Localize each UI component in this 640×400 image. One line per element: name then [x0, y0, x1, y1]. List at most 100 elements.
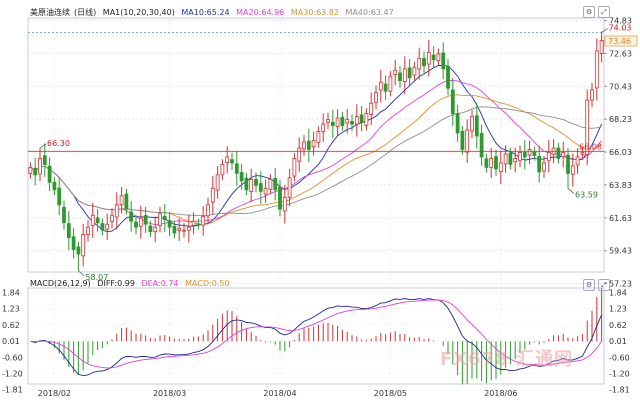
price-annotation: 66.30: [47, 139, 70, 148]
candle-body: [489, 158, 494, 168]
candle-body: [182, 229, 186, 232]
candle-body: [129, 211, 134, 222]
chart-zoom-icon[interactable]: ⤢: [598, 6, 610, 18]
date-label: 2018/04: [263, 389, 296, 398]
macd-legend: MACD(26,12,9) DIFF:0.99 DEA:0.74 MACD:0.…: [30, 279, 234, 289]
macd-tick-label-right: 0.01: [609, 337, 627, 346]
price-tick-label: 70.43: [609, 82, 632, 91]
legend-period: (日线): [74, 8, 97, 17]
candle-body: [206, 204, 210, 217]
candle-body: [57, 187, 62, 206]
legend-ma30: MA30:63.82: [290, 8, 339, 17]
candle-body: [431, 54, 436, 61]
candle-body: [28, 167, 33, 174]
candle-body: [465, 129, 470, 153]
price-tick-label: 61.63: [609, 214, 632, 223]
candle-body: [143, 215, 148, 225]
macd-tick-label-right: -1.20: [609, 369, 630, 378]
candle-body: [33, 167, 38, 176]
candle-body: [340, 116, 345, 126]
candle-body: [201, 216, 206, 226]
price-annotation: 74.03: [609, 23, 632, 32]
macd-frame: [27, 287, 605, 385]
candle-body: [76, 246, 81, 255]
candle-body: [215, 174, 220, 191]
candle-body: [378, 81, 383, 91]
candle-body: [100, 223, 105, 231]
candle-body: [167, 220, 172, 228]
candle-body: [191, 220, 196, 226]
price-annotation: 63.59: [575, 190, 598, 199]
macd-tick-label: -1.20: [2, 369, 23, 378]
macd-value: MACD:0.50: [185, 279, 230, 288]
candle-body: [374, 92, 378, 103]
candle-body: [580, 152, 585, 155]
candle-body: [273, 178, 278, 191]
candle-body: [460, 130, 465, 150]
legend-ma: MA1(10,20,30,40): [102, 8, 175, 17]
candle-body: [566, 154, 570, 174]
candle-body: [158, 213, 162, 226]
price-tick-label: 66.03: [609, 148, 632, 157]
price-legend: 美原油连续 (日线) MA1(10,20,30,40) MA10:65.24 MA…: [30, 8, 398, 18]
price-tick-label: 57.23: [609, 280, 632, 289]
candle-body: [590, 89, 594, 101]
macd-tick-label-right: 0.62: [609, 321, 627, 330]
candle-body: [162, 216, 167, 221]
macd-dea: DEA:0.74: [141, 279, 179, 288]
candle-body: [594, 50, 599, 89]
macd-zoom-icon[interactable]: ⤢: [598, 279, 610, 291]
macd-tick-label: 1.23: [2, 305, 20, 314]
candle-body: [249, 178, 254, 193]
chart-settings-icon[interactable]: ⚙: [583, 6, 595, 18]
candle-body: [446, 65, 450, 89]
candle-body: [393, 69, 398, 75]
candle-body: [345, 119, 350, 124]
candle-body: [225, 156, 230, 164]
candle-body: [484, 158, 489, 168]
candle-body: [474, 115, 479, 137]
macd-settings-icon[interactable]: ⚙: [583, 279, 595, 291]
legend-ma20: MA20:64.96: [236, 8, 285, 17]
macd-tick-label-right: -0.60: [609, 353, 630, 362]
candle-body: [278, 186, 282, 210]
candle-body: [570, 165, 575, 175]
candle-body: [254, 178, 258, 186]
macd-tick-label-right: -1.81: [609, 386, 630, 395]
candle-body: [220, 164, 225, 176]
candle-body: [441, 52, 446, 70]
candle-body: [81, 234, 86, 257]
ma10-line: [30, 64, 603, 233]
candle-body: [522, 152, 527, 158]
candle-body: [186, 226, 191, 231]
candle-body: [479, 132, 484, 158]
candle-body: [417, 57, 422, 70]
date-label: 2018/06: [484, 389, 517, 398]
macd-tick-label: 0.01: [2, 337, 20, 346]
candle-body: [364, 113, 369, 126]
price-tick-label: 63.83: [609, 181, 632, 190]
candle-body: [306, 140, 311, 150]
candle-body: [258, 183, 263, 192]
candle-body: [124, 193, 129, 210]
candle-body: [292, 158, 297, 177]
candle-body: [172, 225, 177, 234]
candle-body: [71, 236, 76, 250]
candle-body: [316, 131, 321, 143]
watermark: FX678 汇通网: [440, 349, 574, 370]
candle-body: [321, 123, 326, 132]
legend-ma40: MA40:63.47: [345, 8, 394, 17]
candle-body: [422, 57, 426, 67]
candle-body: [527, 149, 532, 156]
candle-body: [585, 99, 590, 155]
candle-body: [263, 187, 268, 195]
date-label: 2018/02: [38, 389, 71, 398]
candle-body: [210, 187, 215, 203]
candle-body: [503, 153, 508, 165]
candle-body: [407, 67, 412, 79]
candle-body: [350, 120, 354, 125]
price-tick-label: 59.43: [609, 247, 632, 256]
macd-diff: DIFF:0.99: [97, 279, 135, 288]
candle-body: [297, 147, 302, 162]
